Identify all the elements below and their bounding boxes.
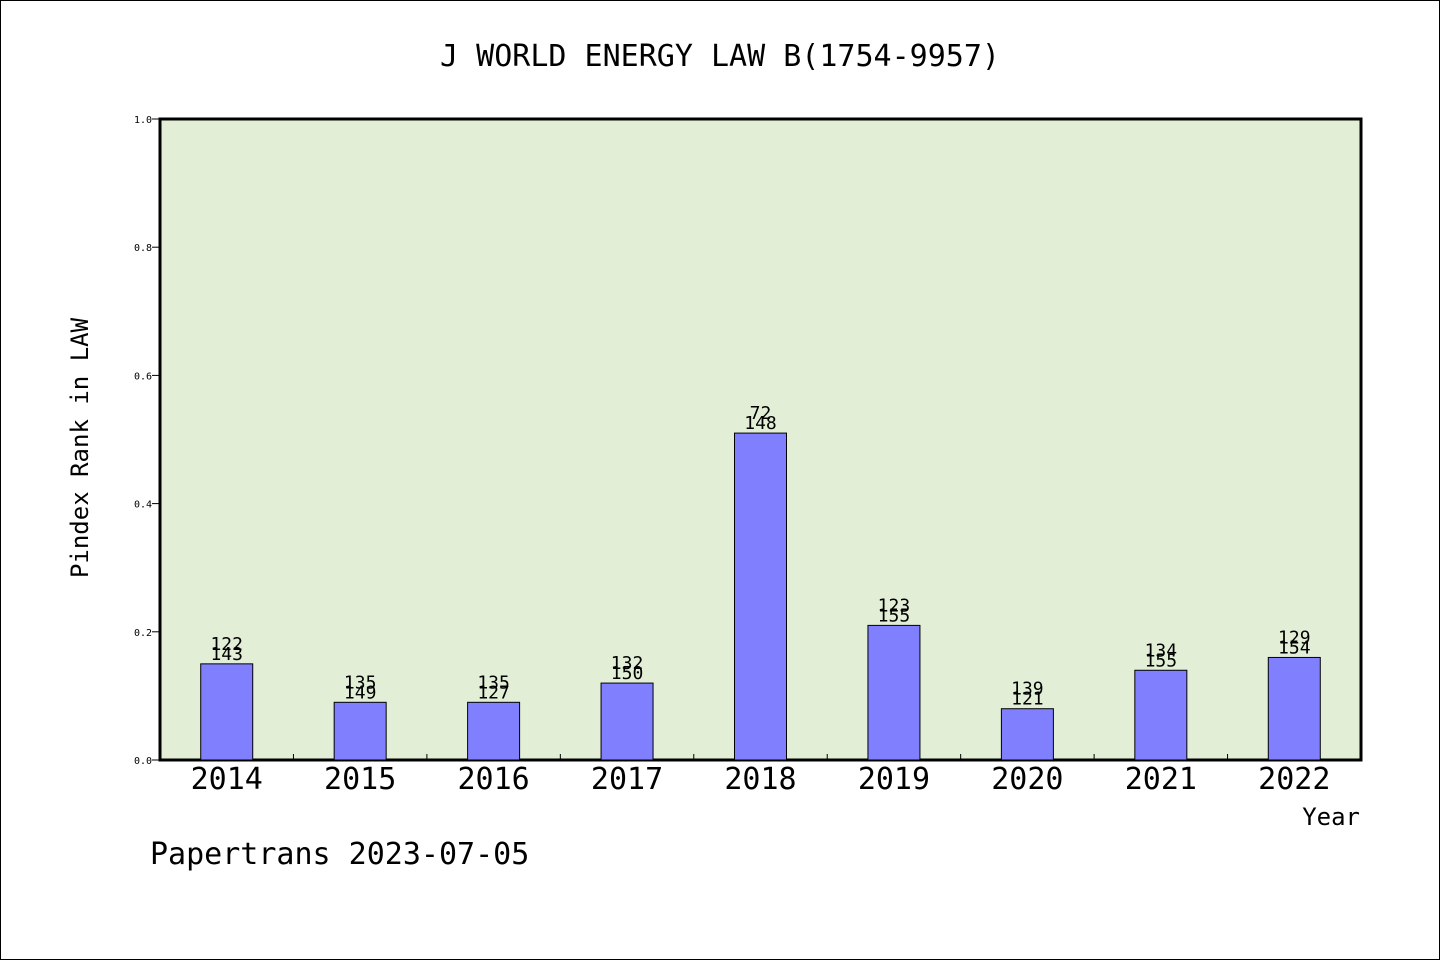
bar-label-top: 132	[611, 653, 644, 674]
y-tick-label: 0.6	[134, 371, 152, 382]
bar-label-bottom: 149	[344, 682, 377, 703]
bar-label-bottom: 155	[878, 605, 911, 626]
x-tick-label: 2020	[991, 762, 1063, 797]
bar-label-top: 122	[210, 634, 243, 655]
bar-label-bottom: 121	[1011, 689, 1044, 710]
bar-label-bottom: 155	[1145, 650, 1178, 671]
y-tick-label: 0.2	[134, 628, 152, 639]
chart-title: J WORLD ENERGY LAW B(1754-9957)	[440, 39, 1000, 74]
bar	[1134, 669, 1188, 761]
bar	[333, 701, 387, 761]
bar	[467, 701, 521, 761]
y-tick-label: 1.0	[134, 115, 152, 126]
bar-label-top: 72	[750, 403, 772, 424]
x-tick-label: 2015	[324, 762, 396, 797]
y-axis: 0.0 0.2 0.4 0.6 0.8 1.0	[134, 115, 160, 767]
x-tick-label: 2021	[1125, 762, 1197, 797]
x-tick-label: 2017	[591, 762, 663, 797]
bar	[734, 432, 787, 761]
bar-label-top: 134	[1145, 640, 1178, 661]
bar	[867, 624, 921, 761]
x-axis: 2014 2015 2016 2017 2018 2019 2020 2021 2022	[191, 754, 1330, 797]
bar-label-bottom: 150	[611, 663, 644, 684]
x-axis-title: Year	[1302, 803, 1360, 831]
bar-label-bottom: 143	[210, 644, 243, 665]
bar	[1267, 656, 1321, 761]
bar	[200, 663, 254, 761]
x-tick-label: 2014	[191, 762, 263, 797]
x-tick-label: 2019	[858, 762, 930, 797]
y-tick-label: 0.8	[134, 243, 152, 254]
bar	[600, 682, 654, 761]
bar-label-top: 135	[344, 672, 377, 693]
bar-label-bottom: 127	[477, 682, 510, 703]
y-tick-label: 0.0	[134, 756, 152, 767]
footer-credit: Papertrans 2023-07-05	[150, 837, 529, 872]
y-tick-label: 0.4	[134, 500, 152, 511]
bar-label-top: 139	[1011, 679, 1044, 700]
bar-series	[200, 432, 1321, 761]
bar-label-bottom: 148	[744, 413, 777, 434]
bar-label-top: 129	[1278, 627, 1311, 648]
x-tick-label: 2018	[724, 762, 796, 797]
bar-label-top: 123	[878, 595, 911, 616]
bar	[1000, 708, 1054, 761]
y-axis-title: Pindex Rank in LAW	[66, 317, 94, 578]
bar-label-bottom: 154	[1278, 637, 1311, 658]
x-tick-label: 2016	[457, 762, 529, 797]
x-tick-label: 2022	[1258, 762, 1330, 797]
bar-label-top: 135	[477, 672, 510, 693]
